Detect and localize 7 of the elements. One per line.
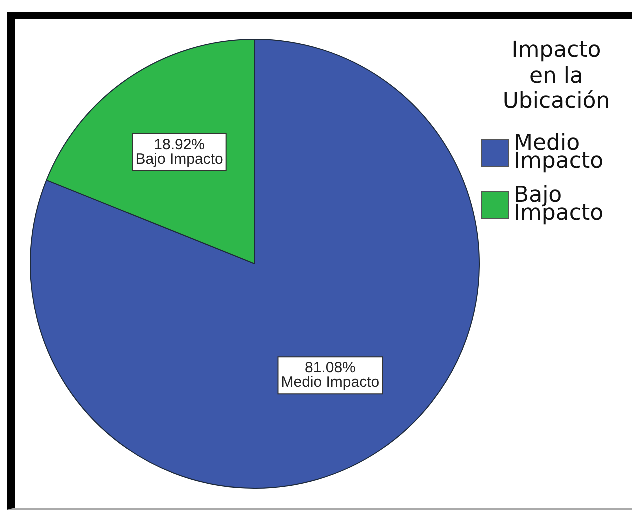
- legend-label: Bajo Impacto: [514, 182, 605, 226]
- data-label: 81.08%: [304, 359, 356, 376]
- slice-label: Bajo Impacto: [136, 150, 224, 168]
- slice-label: Medio Impacto: [281, 374, 380, 391]
- legend-title: Impacto en la Ubicación: [502, 38, 612, 114]
- data-label: 18.92%: [154, 136, 206, 154]
- legend-label: Medio Impacto: [514, 130, 605, 174]
